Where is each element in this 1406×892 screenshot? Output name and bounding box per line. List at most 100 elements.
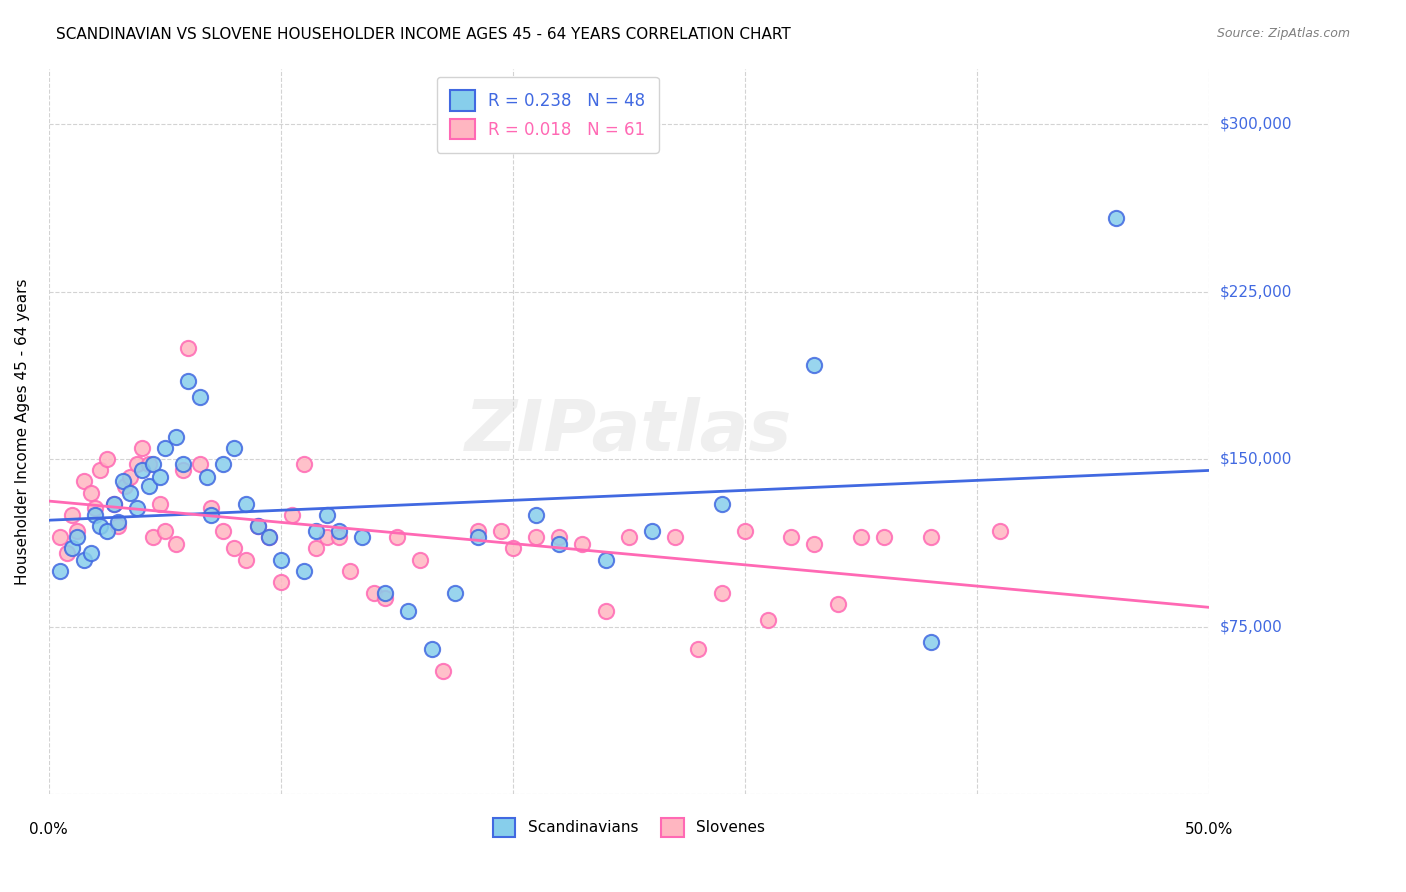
Point xyxy=(103,497,125,511)
Point xyxy=(107,515,129,529)
Point xyxy=(363,586,385,600)
Text: ZIPatlas: ZIPatlas xyxy=(465,397,793,466)
Point xyxy=(467,524,489,538)
Point xyxy=(502,541,524,556)
Point xyxy=(188,390,211,404)
Point xyxy=(257,530,280,544)
Point xyxy=(304,541,326,556)
Point xyxy=(118,485,141,500)
Point xyxy=(235,497,257,511)
Text: 0.0%: 0.0% xyxy=(30,822,67,837)
Point xyxy=(710,586,733,600)
Point xyxy=(153,441,176,455)
Point xyxy=(350,530,373,544)
Text: $150,000: $150,000 xyxy=(1220,451,1292,467)
Point xyxy=(339,564,361,578)
Point xyxy=(114,479,136,493)
Point xyxy=(56,546,79,560)
Y-axis label: Householder Income Ages 45 - 64 years: Householder Income Ages 45 - 64 years xyxy=(15,278,30,584)
Point xyxy=(96,452,118,467)
Point xyxy=(595,604,617,618)
Point xyxy=(396,604,419,618)
Point xyxy=(641,524,664,538)
Point xyxy=(409,552,432,566)
Point xyxy=(153,524,176,538)
Point xyxy=(96,524,118,538)
Point xyxy=(211,524,233,538)
Point xyxy=(224,441,246,455)
Point xyxy=(84,508,107,522)
Point xyxy=(420,641,443,656)
Point xyxy=(177,374,200,388)
Point xyxy=(710,497,733,511)
Text: $75,000: $75,000 xyxy=(1220,619,1282,634)
Point xyxy=(172,463,194,477)
Point xyxy=(125,457,148,471)
Point xyxy=(211,457,233,471)
Point xyxy=(548,537,571,551)
Point xyxy=(235,552,257,566)
Text: Source: ZipAtlas.com: Source: ZipAtlas.com xyxy=(1216,27,1350,40)
Point xyxy=(316,530,339,544)
Point xyxy=(142,530,165,544)
Point xyxy=(432,665,454,679)
Point xyxy=(316,508,339,522)
Point xyxy=(165,537,187,551)
Point xyxy=(89,519,111,533)
Point xyxy=(1105,211,1128,225)
Point xyxy=(72,475,94,489)
Point xyxy=(756,613,779,627)
Point xyxy=(188,457,211,471)
Point xyxy=(548,530,571,544)
Point xyxy=(131,441,153,455)
Point xyxy=(131,463,153,477)
Point xyxy=(734,524,756,538)
Point xyxy=(617,530,640,544)
Point xyxy=(292,564,315,578)
Point xyxy=(467,530,489,544)
Point xyxy=(920,530,942,544)
Point xyxy=(257,530,280,544)
Point xyxy=(49,530,72,544)
Point xyxy=(270,552,292,566)
Point xyxy=(524,508,547,522)
Point xyxy=(827,597,849,611)
Point xyxy=(920,635,942,649)
Point xyxy=(328,524,350,538)
Point xyxy=(138,457,160,471)
Point xyxy=(571,537,593,551)
Point xyxy=(65,530,87,544)
Point xyxy=(111,475,134,489)
Point xyxy=(270,574,292,589)
Point xyxy=(103,497,125,511)
Point xyxy=(200,501,222,516)
Point xyxy=(489,524,512,538)
Point xyxy=(873,530,896,544)
Point xyxy=(118,470,141,484)
Point xyxy=(281,508,304,522)
Point xyxy=(246,519,269,533)
Point xyxy=(79,485,101,500)
Point xyxy=(142,457,165,471)
Point xyxy=(172,457,194,471)
Point xyxy=(803,359,825,373)
Point xyxy=(195,470,218,484)
Point xyxy=(246,519,269,533)
Point xyxy=(374,586,396,600)
Point xyxy=(304,524,326,538)
Point xyxy=(89,463,111,477)
Point xyxy=(79,546,101,560)
Point xyxy=(125,501,148,516)
Point xyxy=(49,564,72,578)
Point xyxy=(84,501,107,516)
Point xyxy=(443,586,465,600)
Point xyxy=(780,530,803,544)
Point xyxy=(849,530,872,544)
Point xyxy=(224,541,246,556)
Point xyxy=(688,641,710,656)
Point xyxy=(292,457,315,471)
Point xyxy=(177,341,200,355)
Point xyxy=(385,530,408,544)
Text: 50.0%: 50.0% xyxy=(1185,822,1233,837)
Text: $225,000: $225,000 xyxy=(1220,285,1292,299)
